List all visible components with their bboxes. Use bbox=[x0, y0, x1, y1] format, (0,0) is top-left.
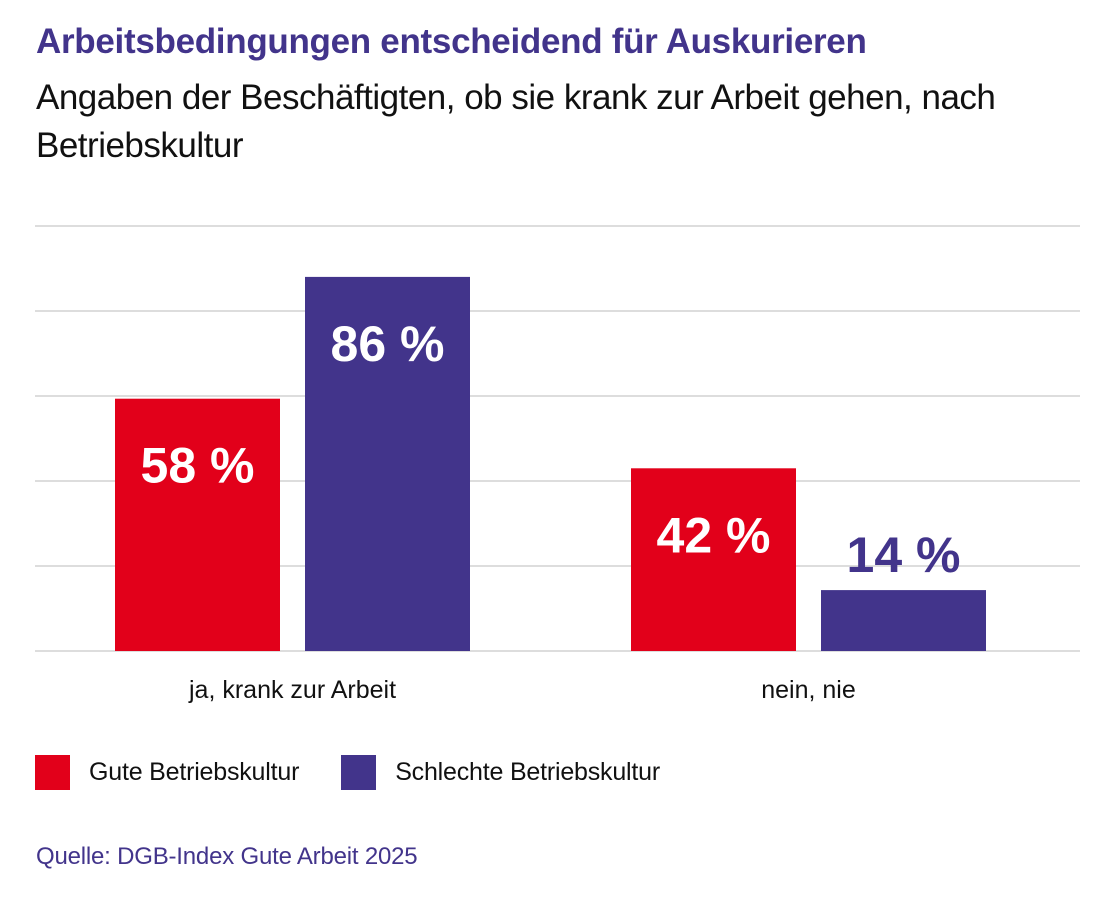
bar-chart: 58 % 86 % 42 % 14 % ja, krank zur Arbeit nei… bbox=[35, 225, 1080, 704]
value-label: 86 % bbox=[331, 316, 445, 372]
legend-item-gute: Gute Betriebskultur bbox=[35, 755, 299, 790]
source-note: Quelle: DGB-Index Gute Arbeit 2025 bbox=[36, 843, 418, 870]
bar-gute-0 bbox=[115, 398, 280, 651]
value-labels: 58 % 86 % 42 % 14 % bbox=[141, 316, 961, 583]
legend-item-schlechte: Schlechte Betriebskultur bbox=[341, 755, 660, 790]
bar-gute-1 bbox=[631, 468, 796, 651]
legend: Gute Betriebskultur Schlechte Betriebsku… bbox=[35, 755, 702, 790]
bar-schlechte-1 bbox=[821, 590, 986, 651]
legend-label-gute: Gute Betriebskultur bbox=[89, 758, 300, 786]
category-labels: ja, krank zur Arbeit nein, nie bbox=[188, 676, 856, 704]
value-label: 14 % bbox=[847, 527, 961, 583]
legend-swatch-schlechte bbox=[341, 755, 377, 790]
value-label: 42 % bbox=[657, 507, 771, 563]
legend-swatch-gute bbox=[35, 755, 70, 790]
chart-title: Arbeitsbedingungen entscheidend für Ausk… bbox=[36, 22, 867, 61]
category-label: ja, krank zur Arbeit bbox=[188, 676, 396, 704]
bar-schlechte-0 bbox=[305, 276, 470, 651]
category-label: nein, nie bbox=[761, 676, 856, 704]
bars bbox=[115, 276, 986, 651]
legend-label-schlechte: Schlechte Betriebskultur bbox=[395, 758, 660, 786]
chart-subtitle: Angaben der Beschäftigten, ob sie krank … bbox=[36, 78, 996, 165]
value-label: 58 % bbox=[141, 438, 255, 494]
